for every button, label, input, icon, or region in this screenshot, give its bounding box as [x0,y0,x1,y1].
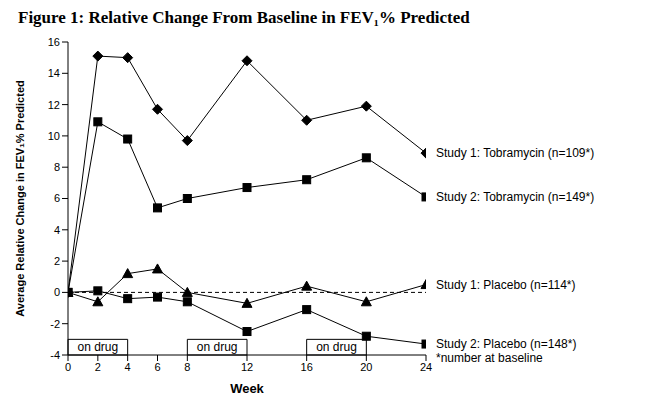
svg-text:8: 8 [184,361,190,373]
svg-text:Study 1: Tobramycin (n=109*): Study 1: Tobramycin (n=109*) [436,146,594,160]
svg-text:2: 2 [95,361,101,373]
svg-text:6: 6 [54,192,60,204]
svg-text:12: 12 [241,361,253,373]
svg-text:6: 6 [154,361,160,373]
svg-text:*number at baseline: *number at baseline [436,351,543,365]
svg-text:16: 16 [301,361,313,373]
svg-text:4: 4 [125,361,131,373]
svg-text:Study 2: Tobramycin (n=149*): Study 2: Tobramycin (n=149*) [436,190,594,204]
html-text:Figure 1: Relative Change From: Figure 1: Relative Change From Baseline … [18,8,470,27]
svg-text:2: 2 [54,255,60,267]
svg-text:20: 20 [360,361,372,373]
svg-text:0: 0 [65,361,71,373]
svg-text:Study 1: Placebo (n=114*): Study 1: Placebo (n=114*) [436,278,576,292]
svg-text:24: 24 [420,361,432,373]
svg-text:8: 8 [54,161,60,173]
svg-text:-2: -2 [50,318,60,330]
svg-text:4: 4 [54,224,60,236]
svg-text:on drug: on drug [77,340,118,354]
svg-text:Week: Week [230,381,264,396]
svg-text:14: 14 [48,67,60,79]
svg-text:on drug: on drug [316,340,357,354]
svg-text:16: 16 [48,36,60,48]
svg-text:Average Relative Change in FEV: Average Relative Change in FEV₁% Predict… [14,80,26,316]
svg-text:-4: -4 [50,349,60,361]
svg-text:Study 2: Placebo (n=148*): Study 2: Placebo (n=148*) [436,337,576,351]
svg-text:on drug: on drug [197,340,238,354]
svg-text:12: 12 [48,99,60,111]
svg-text:10: 10 [48,130,60,142]
svg-text:0: 0 [54,286,60,298]
